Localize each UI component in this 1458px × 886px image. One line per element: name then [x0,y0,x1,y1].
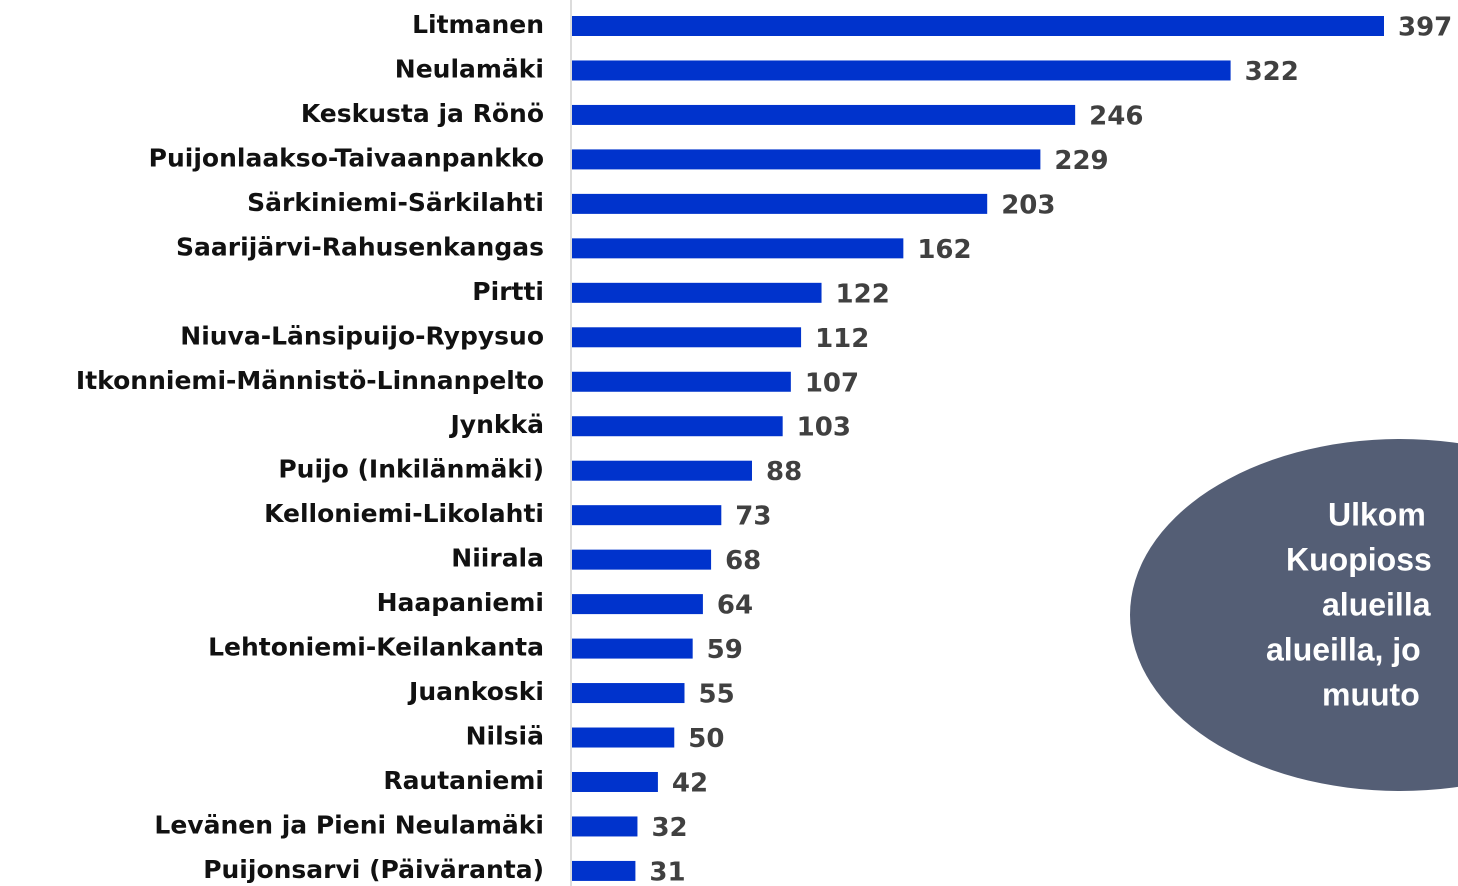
category-label: Jynkkä [448,410,544,439]
category-label: Puijonlaakso-Taivaanpankko [149,143,544,172]
category-label: Särkiniemi-Särkilahti [247,188,544,217]
category-label: Niirala [451,544,544,573]
category-label: Keskusta ja Rönö [301,99,544,128]
bar [572,683,685,704]
category-label: Kelloniemi-Likolahti [264,499,544,528]
value-label: 88 [766,457,802,487]
bar [572,282,822,303]
category-label: Haapaniemi [377,588,544,617]
annotation-line: alueilla, jo [1266,631,1421,667]
bar [572,371,791,392]
value-label: 162 [917,235,971,265]
bar [572,16,1384,36]
bar [572,594,703,615]
category-label: Neulamäki [395,54,544,83]
bar [572,638,693,659]
value-label: 73 [735,502,771,532]
bar [572,816,638,837]
bar [572,505,722,526]
bar [572,104,1076,125]
annotation-line: Kuopioss [1286,541,1432,577]
category-label: Itkonniemi-Männistö-Linnanpelto [76,366,544,395]
bar [572,238,904,259]
value-label: 246 [1089,101,1143,131]
value-label: 31 [649,857,685,886]
category-label: Litmanen [412,10,544,39]
category-label: Puijonsarvi (Päiväranta) [203,855,544,884]
value-label: 50 [688,724,724,754]
bar [572,727,675,748]
value-label: 229 [1054,146,1108,176]
value-label: 203 [1001,190,1055,220]
annotation-line: Ulkom [1328,496,1426,532]
value-label: 42 [672,768,708,798]
value-label: 322 [1245,57,1299,87]
bar [572,549,712,570]
category-label: Saarijärvi-Rahusenkangas [176,232,544,261]
category-label: Rautaniemi [383,766,544,795]
category-label: Niuva-Länsipuijo-Rypysuo [180,321,544,350]
bar [572,327,802,348]
bar [572,416,783,437]
category-label: Pirtti [472,277,544,306]
bar [572,771,658,792]
value-label: 107 [805,368,859,398]
bar [572,149,1041,170]
value-label: 59 [707,635,743,665]
value-label: 32 [651,813,687,843]
value-label: 122 [836,279,890,309]
annotation-line: muuto [1322,676,1420,712]
value-label: 397 [1398,13,1452,43]
value-label: 55 [698,680,734,710]
bar [572,860,636,881]
bar [572,193,988,214]
value-label: 103 [797,413,851,443]
category-label: Puijo (Inkilänmäki) [278,455,544,484]
category-label: Juankoski [407,677,544,706]
bar [572,60,1231,81]
value-label: 64 [717,591,753,621]
category-label: Lehtoniemi-Keilankanta [208,633,544,662]
bar [572,460,752,481]
category-label: Levänen ja Pieni Neulamäki [154,810,544,839]
value-label: 112 [815,324,869,354]
annotation-line: alueilla [1322,586,1431,622]
category-label: Nilsiä [466,722,544,751]
value-label: 68 [725,546,761,576]
callout [1130,439,1458,791]
